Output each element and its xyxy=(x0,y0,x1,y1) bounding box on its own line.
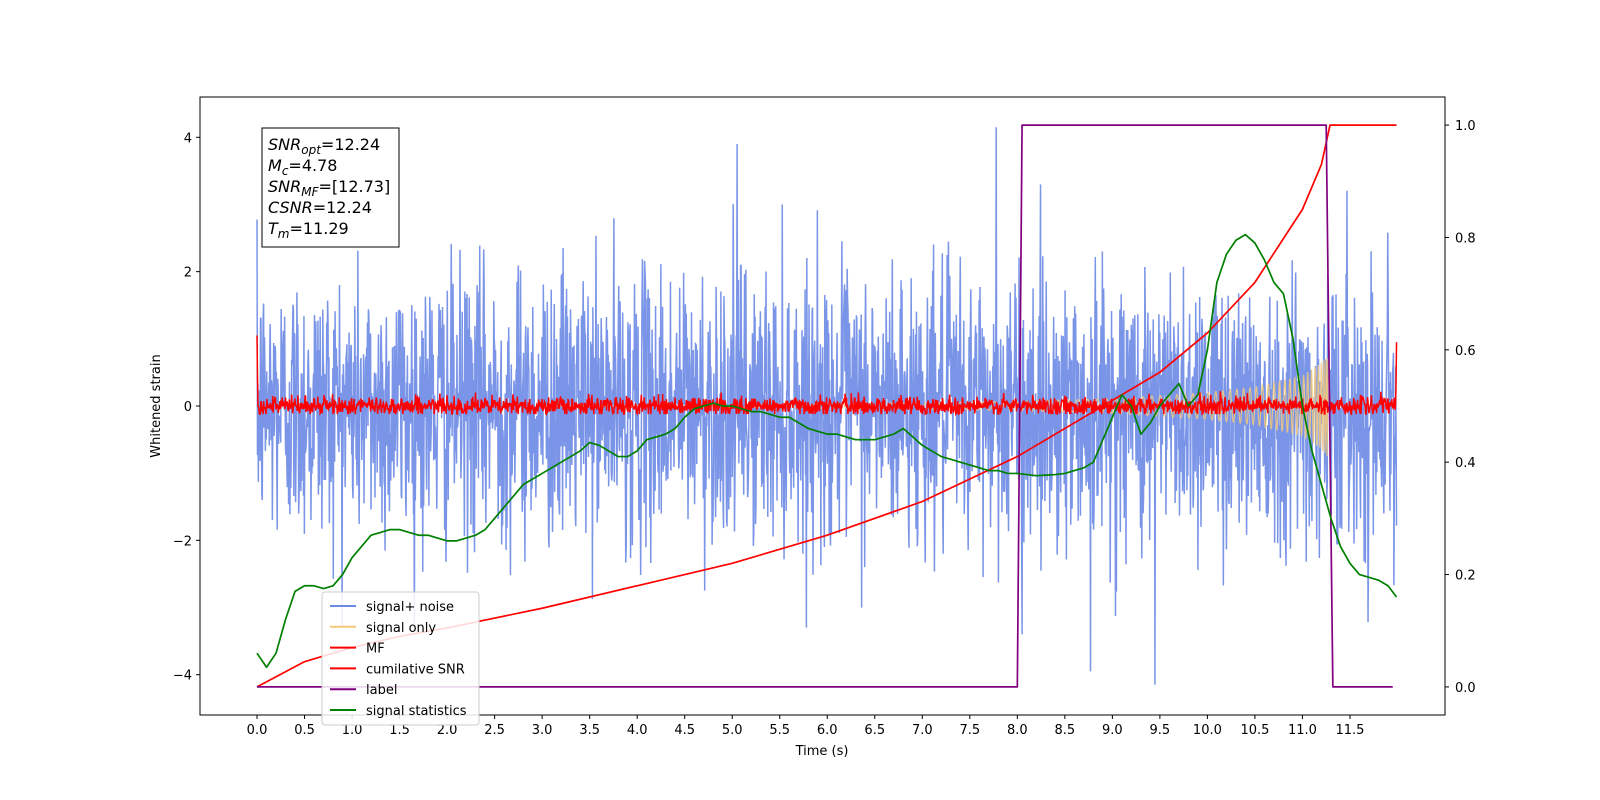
stat-line: Tm=11.29 xyxy=(268,219,349,241)
x-axis-label: Time (s) xyxy=(795,744,849,759)
x-tick-label: 0.0 xyxy=(247,723,268,738)
x-tick-label: 3.0 xyxy=(532,723,553,738)
x-tick-label: 3.5 xyxy=(579,723,600,738)
y-left-tick-label: −2 xyxy=(173,534,192,549)
y-left-tick-label: 2 xyxy=(184,266,192,281)
x-tick-label: 1.5 xyxy=(389,723,410,738)
x-tick-label: 5.5 xyxy=(769,723,790,738)
y-axis-label: Whitened strain xyxy=(149,354,164,457)
stat-line: Mc=4.78 xyxy=(268,156,337,178)
y-axis-right-ticks: 1.0 0.8 0.6 0.4 0.2 0.0 xyxy=(1445,119,1476,696)
series-mf xyxy=(256,335,1398,417)
x-tick-label: 4.0 xyxy=(627,723,648,738)
x-tick-label: 1.0 xyxy=(342,723,363,738)
legend: signal+ noise signal only MF cumilative SNR… xyxy=(321,591,480,726)
x-tick-label: 2.0 xyxy=(437,723,458,738)
x-tick-label: 5.0 xyxy=(722,723,743,738)
legend-label: signal+ noise xyxy=(366,600,454,615)
y-right-tick-label: 0.4 xyxy=(1455,456,1476,471)
stat-line: CSNR=12.24 xyxy=(268,198,372,217)
x-tick-label: 11.5 xyxy=(1335,723,1364,738)
legend-label: signal statistics xyxy=(366,704,467,719)
x-tick-label: 10.5 xyxy=(1240,723,1269,738)
statistics-annotation-box: SNRopt=12.24Mc=4.78SNRMF=[12.73]CSNR=12.… xyxy=(261,127,400,248)
y-right-tick-label: 0.6 xyxy=(1455,344,1476,359)
y-right-tick-label: 0.8 xyxy=(1455,231,1476,246)
x-tick-label: 0.5 xyxy=(294,723,315,738)
x-tick-label: 9.0 xyxy=(1102,723,1123,738)
x-tick-label: 4.5 xyxy=(674,723,695,738)
y-left-tick-label: 0 xyxy=(184,400,192,415)
x-tick-label: 9.5 xyxy=(1150,723,1171,738)
y-right-tick-label: 1.0 xyxy=(1455,119,1476,134)
x-tick-label: 8.5 xyxy=(1055,723,1076,738)
x-tick-label: 8.0 xyxy=(1007,723,1028,738)
series-label xyxy=(257,124,1393,688)
x-tick-label: 10.0 xyxy=(1193,723,1222,738)
x-tick-label: 7.0 xyxy=(912,723,933,738)
y-right-tick-label: 0.0 xyxy=(1455,681,1476,696)
x-tick-label: 11.0 xyxy=(1288,723,1317,738)
legend-label: label xyxy=(366,683,397,698)
legend-label: cumilative SNR xyxy=(366,662,465,677)
y-axis-left-ticks: 4 2 0 −2 −4 xyxy=(173,131,200,684)
x-axis-ticks: 0.0 0.5 1.0 1.5 2.0 2.5 3.0 3.5 4.0 4.5 5.0 5.5 6.0 6… xyxy=(247,715,1364,738)
y-right-tick-label: 0.2 xyxy=(1455,569,1476,584)
legend-label: signal only xyxy=(366,621,436,636)
stat-line: SNRopt=12.24 xyxy=(268,135,380,157)
series-signal-statistics xyxy=(256,233,1398,669)
x-tick-label: 7.5 xyxy=(959,723,980,738)
stat-line: SNRMF=[12.73] xyxy=(268,177,390,199)
y-left-tick-label: 4 xyxy=(184,131,192,146)
x-tick-label: 6.5 xyxy=(864,723,885,738)
x-tick-label: 2.5 xyxy=(484,723,505,738)
x-tick-label: 6.0 xyxy=(817,723,838,738)
legend-label: MF xyxy=(366,642,385,657)
y-left-tick-label: −4 xyxy=(173,669,192,684)
